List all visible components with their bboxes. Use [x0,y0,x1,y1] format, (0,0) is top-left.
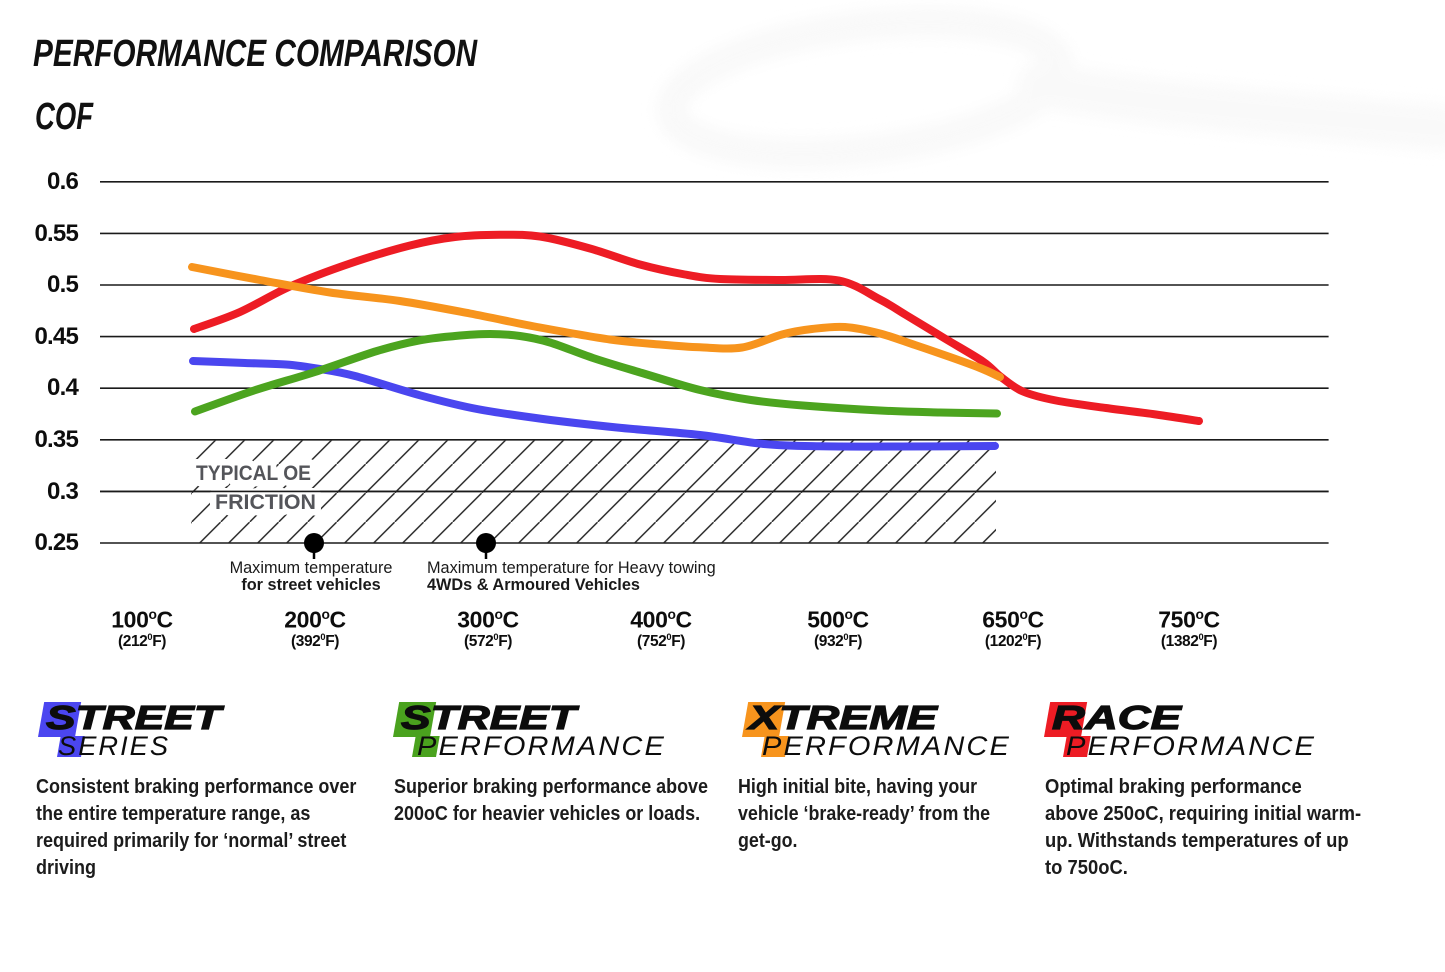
svg-text:TYPICAL OE: TYPICAL OE [196,461,311,485]
svg-text:FRICTION: FRICTION [215,490,316,514]
